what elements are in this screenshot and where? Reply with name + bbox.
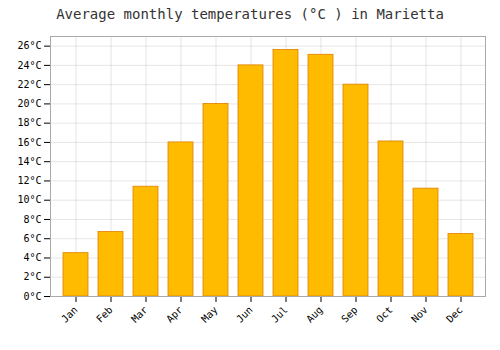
svg-text:12°C: 12°C (17, 175, 41, 186)
svg-text:Jul: Jul (269, 304, 290, 325)
svg-text:May: May (199, 304, 220, 325)
svg-text:24°C: 24°C (17, 60, 41, 71)
svg-text:22°C: 22°C (17, 79, 41, 90)
svg-text:2°C: 2°C (23, 271, 41, 282)
svg-text:4°C: 4°C (23, 252, 41, 263)
svg-text:Jun: Jun (234, 304, 255, 325)
svg-text:10°C: 10°C (17, 194, 41, 205)
html-text:Average monthly temperatures (: Average monthly temperatures (°C ) in Ma… (56, 6, 444, 22)
svg-text:0°C: 0°C (23, 291, 41, 302)
svg-text:Feb: Feb (94, 304, 115, 325)
svg-text:Mar: Mar (129, 304, 150, 325)
svg-text:Jan: Jan (59, 304, 80, 325)
svg-text:18°C: 18°C (17, 117, 41, 128)
svg-text:8°C: 8°C (23, 214, 41, 225)
svg-text:Nov: Nov (409, 304, 430, 325)
svg-text:16°C: 16°C (17, 137, 41, 148)
svg-text:Sep: Sep (339, 304, 360, 325)
svg-text:26°C: 26°C (17, 40, 41, 51)
svg-text:14°C: 14°C (17, 156, 41, 167)
svg-text:20°C: 20°C (17, 98, 41, 109)
svg-text:Aug: Aug (304, 304, 325, 325)
svg-text:6°C: 6°C (23, 233, 41, 244)
svg-text:Apr: Apr (164, 304, 185, 325)
svg-text:Dec: Dec (444, 304, 465, 325)
svg-text:Oct: Oct (374, 304, 395, 325)
